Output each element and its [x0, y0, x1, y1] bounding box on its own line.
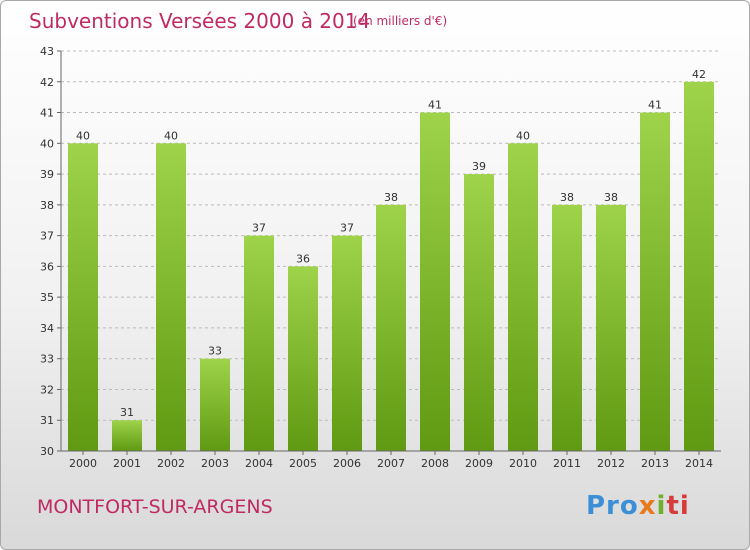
x-tick-label: 2011: [553, 457, 581, 470]
logo-part: Pro: [586, 491, 639, 521]
logo-part: x: [638, 491, 657, 521]
y-tick-label: 43: [40, 45, 54, 58]
bar: [420, 112, 450, 452]
x-tick-label: 2010: [509, 457, 537, 470]
y-tick-label: 30: [40, 445, 54, 458]
y-tick-label: 33: [40, 353, 54, 366]
x-tick-label: 2008: [421, 457, 449, 470]
logo-part: ti: [666, 491, 690, 521]
bar: [200, 358, 230, 451]
data-label: 38: [560, 191, 574, 204]
x-tick-label: 2002: [157, 457, 185, 470]
x-tick-label: 2013: [641, 457, 669, 470]
data-label: 40: [164, 129, 178, 142]
bar: [552, 204, 582, 451]
data-label: 37: [340, 222, 354, 235]
bar: [288, 266, 318, 451]
data-label: 39: [472, 160, 486, 173]
data-label: 37: [252, 222, 266, 235]
data-label: 31: [120, 406, 134, 419]
y-tick-label: 40: [40, 137, 54, 150]
place-name: MONTFORT-SUR-ARGENS: [37, 496, 273, 518]
data-label: 42: [692, 68, 706, 81]
x-tick-label: 2005: [289, 457, 317, 470]
bar: [244, 235, 274, 451]
data-label: 38: [384, 191, 398, 204]
bar: [596, 204, 626, 451]
x-tick-label: 2003: [201, 457, 229, 470]
bar: [376, 204, 406, 451]
bar: [508, 143, 538, 452]
bar: [68, 143, 98, 452]
bar: [640, 112, 670, 452]
data-label: 40: [516, 129, 530, 142]
data-label: 41: [428, 99, 442, 112]
x-tick-label: 2014: [685, 457, 713, 470]
y-tick-label: 37: [40, 230, 54, 243]
y-tick-label: 35: [40, 291, 54, 304]
y-tick-label: 42: [40, 76, 54, 89]
bars: [68, 81, 714, 452]
bar: [156, 143, 186, 452]
data-label: 33: [208, 345, 222, 358]
chart-subtitle: (en milliers d'€): [353, 14, 448, 28]
y-tick-label: 36: [40, 260, 54, 273]
logo-part: i: [656, 491, 667, 521]
axes: [57, 50, 721, 455]
x-tick-label: 2009: [465, 457, 493, 470]
y-tick-label: 32: [40, 383, 54, 396]
x-tick-label: 2004: [245, 457, 273, 470]
x-tick-label: 2001: [113, 457, 141, 470]
x-tick-label: 2007: [377, 457, 405, 470]
chart-title: Subventions Versées 2000 à 2014: [29, 9, 371, 33]
y-tick-label: 38: [40, 199, 54, 212]
labels: 30 31 32 33 34 35 36 37 38 39 40 41 42 43 2000 40 2001 31…: [40, 45, 713, 470]
x-tick-label: 2006: [333, 457, 361, 470]
data-label: 38: [604, 191, 618, 204]
proxiti-logo[interactable]: Proxiti: [586, 491, 690, 521]
x-tick-label: 2000: [69, 457, 97, 470]
y-tick-label: 41: [40, 107, 54, 120]
bar: [332, 235, 362, 451]
y-tick-label: 31: [40, 414, 54, 427]
y-tick-label: 39: [40, 168, 54, 181]
bar: [464, 174, 494, 452]
bar: [112, 420, 142, 451]
bar: [684, 81, 714, 452]
data-label: 41: [648, 99, 662, 112]
data-label: 40: [76, 129, 90, 142]
y-tick-label: 34: [40, 322, 54, 335]
data-label: 36: [296, 252, 310, 265]
x-tick-label: 2012: [597, 457, 625, 470]
